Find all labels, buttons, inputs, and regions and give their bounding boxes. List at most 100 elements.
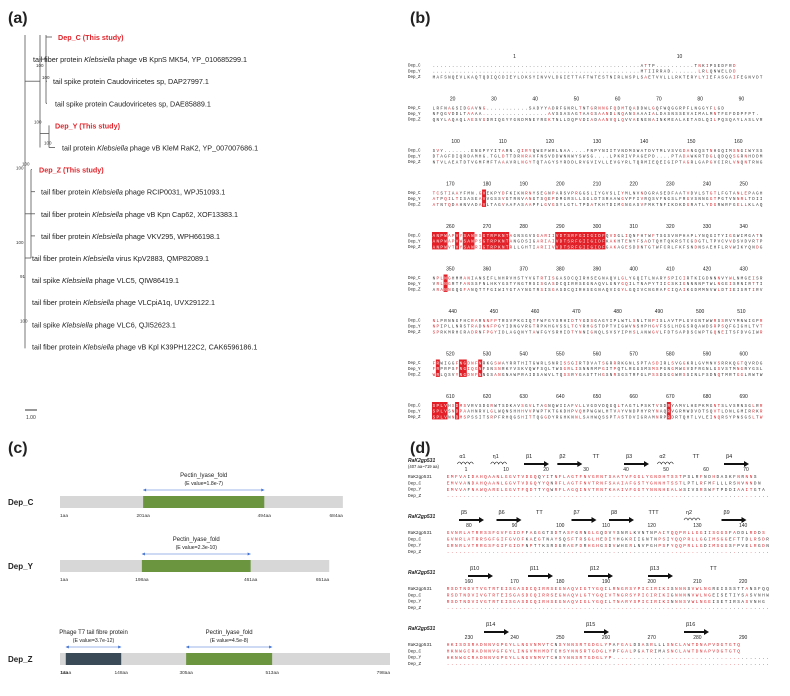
residue: P bbox=[444, 326, 447, 330]
residue: R bbox=[714, 326, 717, 330]
residue: A bbox=[625, 649, 628, 654]
residue: N bbox=[560, 150, 563, 154]
residue: I bbox=[594, 235, 597, 239]
residue: . bbox=[447, 550, 450, 555]
residue: V bbox=[606, 192, 609, 196]
residue: K bbox=[663, 593, 666, 598]
residue: G bbox=[521, 320, 524, 324]
residue: A bbox=[644, 283, 647, 287]
residue: W bbox=[702, 326, 705, 330]
residue: P bbox=[706, 161, 709, 165]
residue: R bbox=[447, 593, 450, 598]
residue: T bbox=[460, 161, 463, 165]
residue: E bbox=[471, 119, 474, 123]
residue: T bbox=[556, 374, 559, 378]
residue: S bbox=[567, 374, 570, 378]
residue: . bbox=[567, 606, 570, 611]
residue: V bbox=[610, 119, 613, 123]
residue: . bbox=[505, 662, 508, 667]
residue: N bbox=[521, 156, 524, 160]
residue: Y bbox=[575, 331, 578, 335]
residue: N bbox=[479, 368, 482, 372]
residue: V bbox=[629, 156, 632, 160]
residue: R bbox=[555, 488, 558, 493]
residue: . bbox=[452, 150, 455, 154]
residue: V bbox=[487, 198, 490, 202]
residue: T bbox=[656, 283, 659, 287]
residue: . bbox=[617, 71, 620, 75]
residue: D bbox=[598, 246, 601, 250]
residue: T bbox=[725, 198, 728, 202]
residue: C bbox=[560, 283, 563, 287]
residue: A bbox=[529, 204, 532, 208]
residue: H bbox=[762, 593, 765, 598]
residue: T bbox=[538, 488, 541, 493]
residue: I bbox=[606, 150, 609, 154]
residue: G bbox=[448, 362, 451, 366]
residue: G bbox=[710, 156, 713, 160]
residue: I bbox=[479, 246, 482, 250]
residue: Y bbox=[510, 368, 513, 372]
residue: H bbox=[758, 600, 761, 605]
residue: S bbox=[748, 416, 751, 420]
residue: Q bbox=[571, 587, 574, 592]
residue: D bbox=[694, 241, 697, 245]
position-tick: 60 bbox=[703, 467, 709, 473]
residue: . bbox=[746, 662, 749, 667]
tree-leaf-label: tail protein Klebsiella phage vB KleM Ra… bbox=[62, 144, 258, 153]
residue: A bbox=[591, 119, 594, 123]
residue: S bbox=[479, 405, 482, 409]
position-tick: 250 bbox=[739, 182, 748, 188]
residue: R bbox=[529, 283, 532, 287]
residue: I bbox=[580, 587, 583, 592]
residue: . bbox=[671, 71, 674, 75]
residue: A bbox=[456, 161, 459, 165]
residue: R bbox=[629, 544, 632, 549]
residue: R bbox=[652, 192, 655, 196]
residue: L bbox=[514, 246, 517, 250]
residue: G bbox=[594, 411, 597, 415]
residue: N bbox=[648, 320, 651, 324]
position-tick: 60 bbox=[615, 97, 621, 103]
residue: . bbox=[567, 71, 570, 75]
residue: G bbox=[591, 113, 594, 117]
residue: L bbox=[694, 235, 697, 239]
residue: R bbox=[679, 374, 682, 378]
residue: G bbox=[683, 326, 686, 330]
residue: V bbox=[548, 76, 551, 80]
residue: A bbox=[510, 235, 513, 239]
residue: . bbox=[733, 662, 736, 667]
residue: W bbox=[675, 374, 678, 378]
residue: . bbox=[480, 662, 483, 667]
residue: N bbox=[483, 326, 486, 330]
residue: R bbox=[654, 593, 657, 598]
residue: Y bbox=[529, 161, 532, 165]
residue: H bbox=[587, 326, 590, 330]
residue: D bbox=[752, 198, 755, 202]
residue: L bbox=[540, 204, 543, 208]
residue: S bbox=[556, 204, 559, 208]
position-tick: 610 bbox=[446, 394, 455, 400]
residue: Y bbox=[537, 119, 540, 123]
residue: S bbox=[614, 331, 617, 335]
residue: P bbox=[633, 76, 636, 80]
residue: E bbox=[567, 76, 570, 80]
residue: I bbox=[614, 204, 617, 208]
residue: . bbox=[668, 156, 671, 160]
residue: I bbox=[650, 593, 653, 598]
residue: . bbox=[614, 65, 617, 69]
residue: D bbox=[567, 119, 570, 123]
beta-strand-arrow bbox=[588, 573, 613, 579]
residue: . bbox=[650, 606, 653, 611]
residue: G bbox=[596, 531, 599, 536]
residue: P bbox=[440, 235, 443, 239]
secondary-structure-label: TT bbox=[593, 454, 600, 460]
sequence-name: RaK2gp531 bbox=[408, 475, 432, 480]
residue: A bbox=[613, 643, 616, 648]
residue: E bbox=[447, 481, 450, 486]
helix-coil bbox=[657, 461, 674, 465]
beta-strand-arrow bbox=[584, 629, 609, 635]
residue: T bbox=[534, 488, 537, 493]
residue: S bbox=[591, 277, 594, 281]
residue: G bbox=[717, 531, 720, 536]
